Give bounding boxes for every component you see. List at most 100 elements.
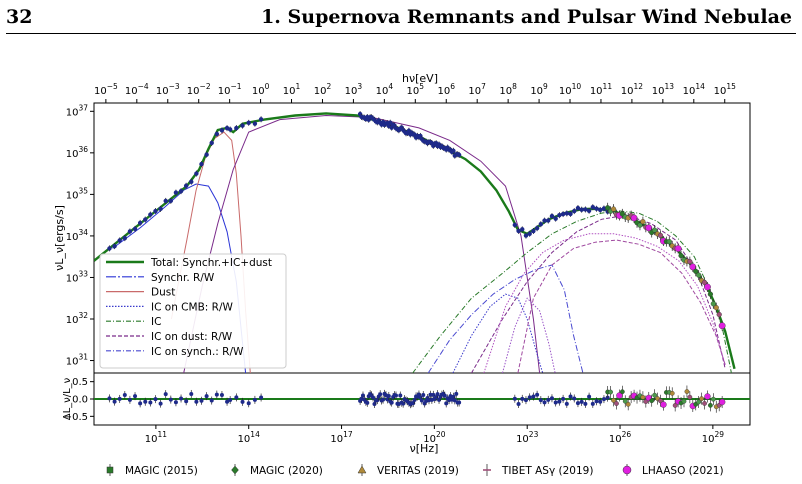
top-tick-label: 1010	[559, 82, 582, 97]
residual-point	[148, 400, 153, 405]
x-axis: 1011 1014 1017 1020 1023 1026 1029	[145, 425, 724, 445]
gamma-residual-point	[699, 396, 705, 402]
gamma-point	[693, 268, 699, 274]
residual-point	[252, 397, 257, 402]
y-tick-label: 1037	[66, 103, 89, 118]
y-tick-label: 1034	[66, 228, 89, 243]
residual-point	[444, 401, 449, 406]
data-point	[520, 227, 525, 232]
residual-point	[583, 401, 588, 406]
residual-point	[512, 396, 517, 401]
gamma-point	[710, 301, 716, 307]
top-tick-label: 10−4	[125, 82, 149, 97]
top-axis: 10−5 10−4 10−3 10−2 10−1 100 101 102 103 104 105 10…	[94, 82, 736, 103]
gamma-point	[716, 311, 722, 318]
data-point	[199, 161, 204, 167]
gamma-residual-point	[649, 398, 655, 404]
residual-point	[360, 393, 365, 398]
residual-point	[523, 398, 528, 403]
obs-legend-label: LHAASO (2021)	[642, 465, 724, 477]
gamma-point	[657, 232, 664, 239]
curve-ic-on-cmb-r-w-3-	[502, 297, 556, 373]
data-point	[137, 220, 143, 226]
residual-point	[587, 394, 592, 399]
obs-legend-label: MAGIC (2015)	[125, 465, 198, 477]
residual-point	[598, 399, 603, 404]
residual-point	[575, 401, 580, 406]
gamma-point	[713, 305, 719, 311]
data-point	[564, 211, 570, 216]
residual-point	[561, 396, 566, 401]
gamma-point	[696, 272, 702, 278]
gamma-point	[704, 283, 711, 291]
data-point	[234, 125, 239, 131]
data-point	[538, 222, 544, 227]
gamma-point	[687, 258, 693, 265]
obs-legend-marker	[231, 465, 239, 475]
residual-point	[219, 393, 224, 398]
top-tick-label: 10−2	[187, 82, 211, 97]
curve-ic-on-synch-r-w	[427, 264, 584, 373]
data-point	[527, 231, 532, 236]
residual-point	[228, 398, 233, 403]
gamma-residual-point	[696, 399, 702, 405]
residual-point	[549, 396, 554, 401]
data-point	[531, 228, 536, 234]
gamma-point	[666, 239, 672, 245]
y-tick-label: 1032	[66, 311, 89, 326]
gamma-residual-point	[704, 393, 711, 400]
residual-point	[412, 397, 417, 402]
gamma-residual-point	[672, 403, 678, 408]
x-tick-label: 1029	[702, 430, 725, 445]
obs-legend-marker	[106, 466, 114, 474]
data-point	[158, 206, 163, 212]
data-point	[117, 238, 122, 243]
residual-axis-title: ΔL_ν/L_ν	[62, 377, 73, 420]
residual-point	[542, 400, 547, 405]
data-point	[194, 171, 199, 176]
gamma-residual-point	[681, 398, 687, 404]
residual-point	[435, 392, 440, 397]
legend: Total: Synchr.+IC+dust Synchr. R/W Dust IC …	[99, 253, 287, 369]
data-point	[583, 207, 588, 212]
observation-legend: MAGIC (2015) MAGIC (2020) VERITAS (2019) TI…	[106, 464, 724, 477]
residual-point	[163, 392, 168, 397]
residual-point	[428, 392, 433, 397]
residual-point	[389, 400, 394, 405]
obs-legend-marker	[622, 465, 632, 475]
residual-tick-label: −0.5	[64, 412, 88, 423]
y-tick-label: 1035	[66, 186, 89, 201]
legend-frame	[99, 253, 287, 369]
top-tick-label: 103	[345, 82, 363, 97]
data-point	[594, 206, 599, 211]
top-tick-label: 1012	[621, 82, 644, 97]
data-point	[214, 131, 220, 137]
residual-point	[421, 393, 426, 398]
residual-point	[386, 393, 391, 398]
gamma-residual-point	[684, 389, 690, 394]
x-tick-label: 1026	[609, 430, 632, 445]
data-point	[132, 226, 138, 232]
residual-tick-label: 0.0	[72, 395, 88, 406]
top-tick-label: 1013	[652, 82, 675, 97]
residual-point	[133, 394, 138, 399]
residual-point	[179, 396, 184, 401]
y-tick-label: 1031	[66, 353, 89, 368]
gamma-point	[718, 322, 726, 330]
data-point	[246, 120, 251, 126]
gamma-residual-point	[687, 394, 693, 400]
residual-point	[112, 399, 117, 404]
data-point	[183, 183, 189, 188]
data-point	[219, 128, 225, 133]
data-point	[168, 198, 174, 204]
page-number: 32	[6, 6, 33, 28]
data-point	[143, 217, 148, 222]
residual-point	[437, 397, 442, 402]
residual-point	[457, 400, 462, 405]
top-tick-label: 107	[468, 82, 486, 97]
data-point	[575, 205, 581, 211]
data-point	[178, 188, 184, 194]
data-point	[127, 229, 133, 234]
data-point	[252, 121, 258, 126]
top-tick-label: 102	[314, 82, 332, 97]
